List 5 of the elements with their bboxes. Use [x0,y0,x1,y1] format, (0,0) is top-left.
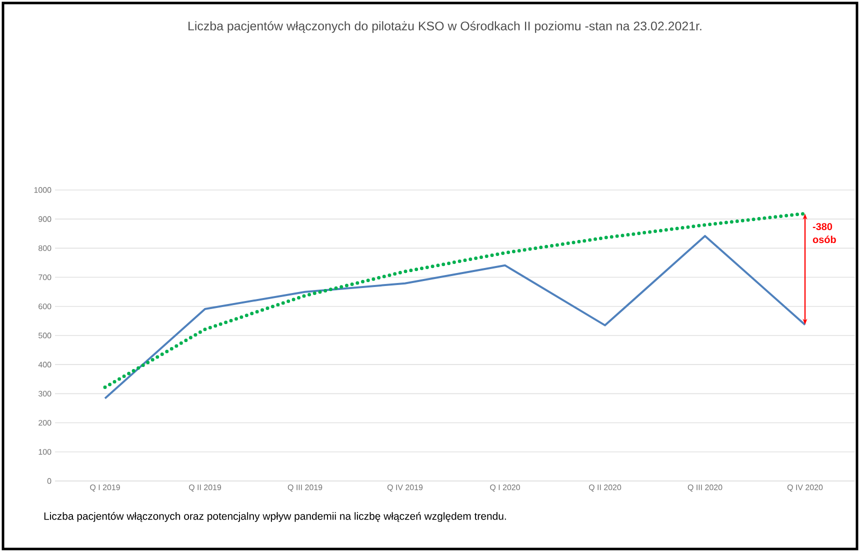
annotation: -380 osób [812,223,836,244]
text: Liczba pacjentów włączonych oraz potencjalny wpływ pandemii na liczbę włączeń względem trendu. [44,512,506,522]
chart-title: Liczba pacjentów włączonych do pilotażu KSO w Ośrodkach II poziomu -stan na 23.02.2021r. [188,21,702,33]
line-series [104,234,806,400]
line-series [103,212,807,390]
